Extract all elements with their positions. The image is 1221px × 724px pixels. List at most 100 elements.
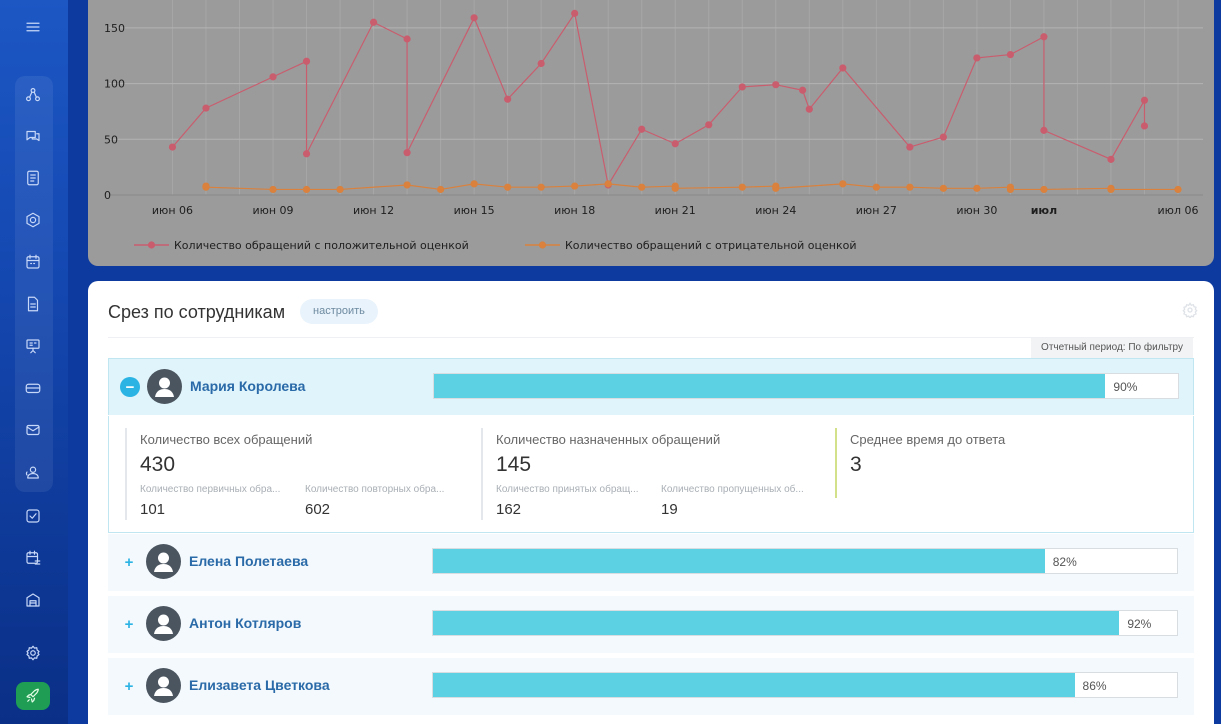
data-point [839, 64, 847, 72]
sub-stat: Количество первичных обра... 101 [140, 484, 300, 518]
data-point [798, 86, 807, 94]
data-point [1006, 51, 1015, 59]
expand-icon[interactable]: + [124, 615, 134, 633]
stat-value: 430 [140, 453, 176, 476]
x-tick-label: июл [1031, 204, 1057, 217]
employee-name[interactable]: Елена Полетаева [189, 553, 309, 569]
data-point [336, 185, 344, 194]
card-icon[interactable] [17, 372, 49, 404]
series-line [172, 11, 1146, 187]
stat-title: Количество всех обращений [140, 432, 313, 447]
employee-row[interactable]: + Елена Полетаева 82% [108, 534, 1194, 591]
sub-stat-value: 162 [496, 501, 522, 518]
x-tick-label: июн 18 [554, 204, 595, 217]
settings-icon[interactable] [17, 637, 49, 669]
stat-response: Среднее время до ответа 3 [835, 428, 1135, 498]
sub-stat: Количество пропущенных об... 19 [661, 484, 821, 518]
sidebar-group [15, 76, 53, 492]
data-point [571, 9, 579, 17]
menu-icon[interactable] [17, 11, 49, 43]
presentation-icon[interactable] [17, 330, 49, 362]
employee-name[interactable]: Антон Котляров [189, 615, 302, 631]
data-point [671, 140, 679, 148]
data-point [202, 183, 210, 191]
data-point [671, 184, 679, 192]
progress-bar: 86% [432, 672, 1178, 698]
data-point [1006, 185, 1015, 194]
schedule-icon[interactable] [17, 542, 49, 574]
employee-row[interactable]: + Елизавета Цветкова 86% [108, 658, 1194, 715]
data-point [805, 105, 813, 113]
hexagon-icon[interactable] [17, 204, 49, 236]
divider [108, 337, 1194, 338]
sub-stat-value: 101 [140, 501, 166, 518]
employee-name[interactable]: Мария Королева [190, 378, 306, 394]
rocket-icon[interactable] [16, 682, 50, 710]
pipeline-icon[interactable] [17, 79, 49, 111]
x-tick-label: июл 06 [1158, 204, 1199, 217]
sub-stat: Количество повторных обра... 602 [305, 484, 465, 518]
data-point [839, 180, 847, 188]
data-point [437, 185, 445, 194]
expand-icon[interactable]: + [124, 677, 134, 695]
panel-title: Срез по сотрудникам [108, 302, 286, 322]
progress-label: 82% [1052, 555, 1077, 569]
expand-icon[interactable]: + [124, 553, 134, 571]
data-point [571, 182, 579, 190]
employee-name[interactable]: Елизавета Цветкова [189, 677, 330, 693]
calendar-icon[interactable] [17, 246, 49, 278]
chat-icon[interactable] [17, 120, 49, 152]
legend-label: Количество обращений с отрицательной оце… [565, 239, 857, 252]
period-badge: Отчетный период: По фильтру [1031, 338, 1193, 358]
data-point [470, 14, 478, 22]
employee-details: Количество всех обращений 430 Количество… [108, 416, 1194, 533]
progress-bar: 92% [432, 610, 1178, 636]
chart-panel: 0 50 100 150 июн 06 июн 09 июн 12 июн 15 июн 18 и… [88, 0, 1214, 266]
data-point [1040, 185, 1048, 194]
data-point [772, 184, 780, 192]
progress-label: 86% [1082, 679, 1107, 693]
data-point [738, 83, 746, 91]
progress-label: 92% [1127, 617, 1152, 631]
legend-label: Количество обращений с положительной оце… [174, 239, 469, 252]
employee-row[interactable]: + Антон Котляров 92% [108, 596, 1194, 653]
configure-button[interactable]: настроить [300, 299, 378, 324]
data-point [772, 81, 780, 89]
data-point [269, 73, 277, 81]
sub-stat-label: Количество повторных обра... [305, 484, 445, 495]
warehouse-icon[interactable] [17, 584, 49, 616]
users-icon[interactable] [17, 456, 49, 488]
checkbox-icon[interactable] [17, 500, 49, 532]
sub-stat: Количество принятых обращ... 162 [496, 484, 651, 518]
sub-stat-label: Количество пропущенных об... [661, 484, 804, 495]
data-point [537, 183, 545, 191]
data-point [638, 183, 646, 191]
collapse-icon[interactable]: − [120, 377, 140, 397]
mail-icon[interactable] [17, 414, 49, 446]
data-point [939, 133, 947, 141]
file-icon[interactable] [17, 288, 49, 320]
document-icon[interactable] [17, 162, 49, 194]
data-point [604, 180, 612, 188]
line-chart: 0 50 100 150 июн 06 июн 09 июн 12 июн 15 июн 18 и… [104, 0, 1203, 252]
stat-assigned: Количество назначенных обращений 145 Кол… [481, 428, 821, 520]
data-point [1140, 122, 1149, 130]
data-point [1140, 96, 1149, 104]
data-point [638, 125, 646, 133]
data-point [705, 121, 713, 129]
x-tick-label: июн 21 [655, 204, 696, 217]
y-tick-label: 50 [104, 133, 118, 146]
data-point [738, 183, 746, 191]
y-tick-label: 150 [104, 22, 125, 35]
data-point [1040, 33, 1048, 41]
progress-fill [433, 549, 1045, 573]
sub-stat-label: Количество первичных обра... [140, 484, 281, 495]
data-point [302, 57, 311, 65]
gear-icon[interactable] [1182, 302, 1198, 320]
data-point [939, 184, 947, 192]
data-point [470, 180, 478, 188]
sub-stat-value: 19 [661, 501, 678, 518]
data-point [906, 143, 914, 151]
data-point [1174, 185, 1182, 194]
employee-row[interactable]: − Мария Королева 90% [108, 358, 1194, 415]
